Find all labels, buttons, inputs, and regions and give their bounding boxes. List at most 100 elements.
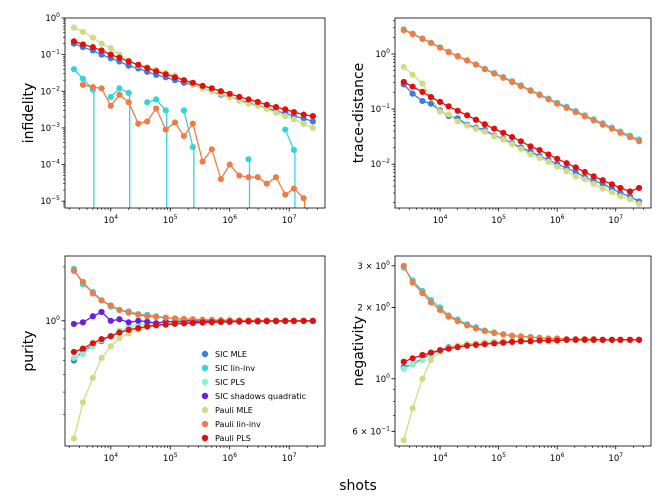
- data-point: [409, 30, 416, 38]
- x-tick-label: 105: [163, 452, 178, 464]
- data-point: [472, 125, 480, 132]
- data-point: [171, 74, 179, 81]
- data-point: [445, 103, 452, 110]
- data-point: [272, 103, 280, 111]
- data-point: [300, 317, 307, 325]
- data-point: [527, 143, 534, 150]
- data-point: [199, 158, 206, 165]
- data-point: [491, 329, 498, 337]
- data-point: [98, 354, 105, 362]
- data-point: [626, 133, 634, 141]
- data-point: [89, 374, 96, 381]
- data-point: [144, 99, 151, 106]
- data-point: [419, 80, 426, 87]
- data-point: [282, 191, 289, 198]
- data-point: [272, 109, 280, 116]
- data-point: [135, 120, 142, 127]
- data-point: [427, 349, 435, 356]
- data-point: [500, 136, 507, 143]
- plot-frame: [394, 255, 652, 447]
- data-point: [608, 125, 616, 132]
- data-point: [107, 93, 114, 101]
- x-tick-label: 106: [550, 452, 565, 464]
- data-point: [236, 318, 243, 325]
- series-pauli-mle: [400, 63, 643, 207]
- data-point: [272, 174, 280, 181]
- data-point: [217, 88, 224, 95]
- data-point: [563, 160, 570, 167]
- data-point: [635, 184, 643, 192]
- plot-area: [65, 256, 325, 446]
- data-point: [436, 98, 444, 105]
- data-point: [254, 98, 261, 106]
- data-point: [135, 61, 142, 68]
- data-point: [107, 333, 114, 340]
- data-point: [144, 313, 151, 320]
- data-point: [107, 45, 114, 52]
- data-point: [309, 124, 316, 131]
- legend-label: SIC shadows quadratic: [215, 392, 306, 401]
- data-point: [427, 299, 435, 306]
- y-tick-label: 10−1: [370, 103, 390, 115]
- data-point: [400, 365, 407, 373]
- y-tick-label: 10−1: [40, 49, 60, 61]
- data-point: [89, 340, 96, 347]
- data-point: [236, 172, 243, 179]
- data-point: [70, 38, 78, 45]
- data-point: [635, 200, 643, 207]
- data-point: [245, 174, 252, 181]
- data-point: [263, 180, 270, 187]
- data-point: [245, 96, 252, 103]
- data-point: [409, 361, 416, 368]
- data-point: [527, 87, 534, 94]
- series-pauli-pls: [70, 317, 316, 356]
- data-point: [116, 329, 123, 336]
- data-point: [464, 342, 471, 349]
- data-point: [545, 337, 552, 344]
- data-point: [599, 177, 606, 184]
- data-point: [309, 317, 316, 325]
- data-point: [454, 118, 461, 125]
- data-point: [135, 325, 142, 332]
- data-point: [454, 344, 461, 351]
- y-tick-label: 6 × 10−1: [352, 425, 390, 437]
- data-point: [590, 180, 597, 187]
- data-point: [116, 85, 123, 92]
- legend-marker: [201, 406, 209, 414]
- data-point: [98, 40, 105, 47]
- plot-area: [395, 18, 651, 208]
- data-point: [445, 49, 452, 56]
- data-point: [263, 101, 270, 108]
- data-point: [563, 336, 570, 343]
- data-point: [445, 345, 452, 352]
- data-point: [144, 323, 151, 330]
- data-point: [107, 317, 114, 324]
- x-tick-label: 104: [103, 214, 118, 226]
- data-point: [536, 154, 543, 161]
- data-point: [116, 54, 123, 61]
- data-point: [500, 129, 507, 136]
- data-point: [171, 119, 179, 126]
- data-point: [70, 24, 78, 31]
- data-point: [409, 405, 416, 412]
- series-layer: [70, 265, 316, 442]
- data-point: [290, 317, 298, 325]
- data-point: [545, 96, 552, 103]
- legend-label: SIC lin-inv: [215, 364, 255, 373]
- data-point: [125, 309, 132, 316]
- data-point: [272, 318, 280, 325]
- legend-label: SIC MLE: [215, 350, 247, 359]
- data-point: [125, 89, 132, 97]
- data-point: [491, 70, 498, 77]
- data-point: [79, 41, 87, 48]
- plot-frame: [64, 17, 326, 209]
- data-point: [454, 318, 461, 325]
- data-point: [572, 336, 579, 343]
- data-point: [527, 151, 534, 158]
- data-point: [419, 375, 426, 382]
- data-point: [572, 109, 579, 116]
- series-layer: [400, 26, 643, 207]
- data-point: [491, 133, 498, 140]
- data-point: [536, 146, 543, 154]
